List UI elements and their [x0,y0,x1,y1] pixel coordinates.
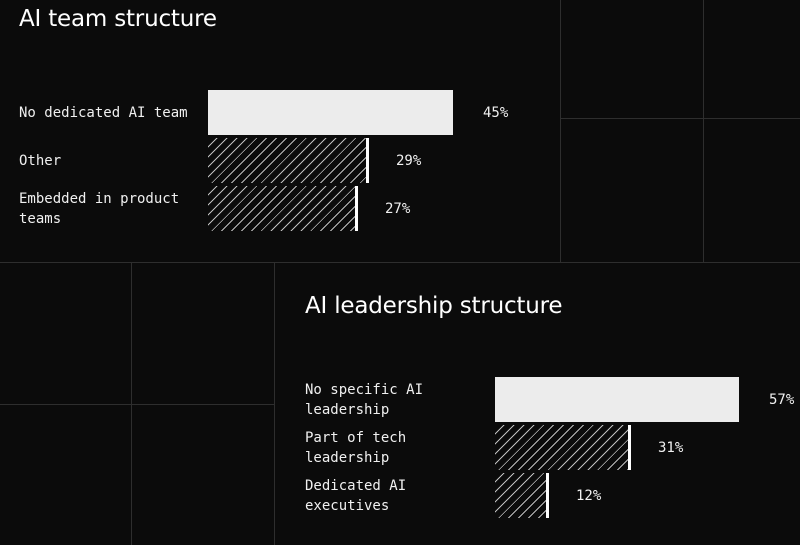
bar [495,377,739,422]
category-label-line: Other [19,152,62,169]
grid-line [0,404,274,405]
category-label: Part of tech leadership [305,428,406,468]
bar [208,138,366,183]
category-label: No specific AI leadership [305,380,423,420]
category-label: Other [19,151,61,171]
chart-title: AI leadership structure [305,293,563,319]
category-label-line: leadership [305,449,390,466]
grid-line [131,262,132,545]
category-label-line: leadership [305,401,390,418]
category-label-line: Embedded in product [19,190,180,207]
category-label-line: Dedicated AI [305,477,407,494]
grid-line [274,262,275,545]
category-label-line: teams [19,210,62,227]
category-label-line: No specific AI [305,381,424,398]
category-label: Embedded in product teams [19,189,179,229]
value-label: 31% [658,439,684,456]
value-label: 45% [483,104,509,121]
bar-end-marker [355,186,358,231]
bar-end-marker [546,473,549,518]
category-label-line: executives [305,497,390,514]
chart-title: AI team structure [19,6,217,32]
category-label-line: Part of tech [305,429,407,446]
bar [495,425,628,470]
grid-line [0,262,800,263]
bar [208,186,355,231]
value-label: 12% [576,487,602,504]
value-label: 57% [769,391,795,408]
grid-line [560,0,561,262]
bar [208,90,453,135]
category-label: No dedicated AI team [19,103,188,123]
category-label-line: No dedicated AI team [19,104,188,121]
grid-line [560,118,800,119]
value-label: 29% [396,152,422,169]
bar-end-marker [366,138,369,183]
grid-line [703,0,704,262]
bar [495,473,546,518]
bar-end-marker [628,425,631,470]
category-label: Dedicated AI executives [305,476,406,516]
value-label: 27% [385,200,411,217]
